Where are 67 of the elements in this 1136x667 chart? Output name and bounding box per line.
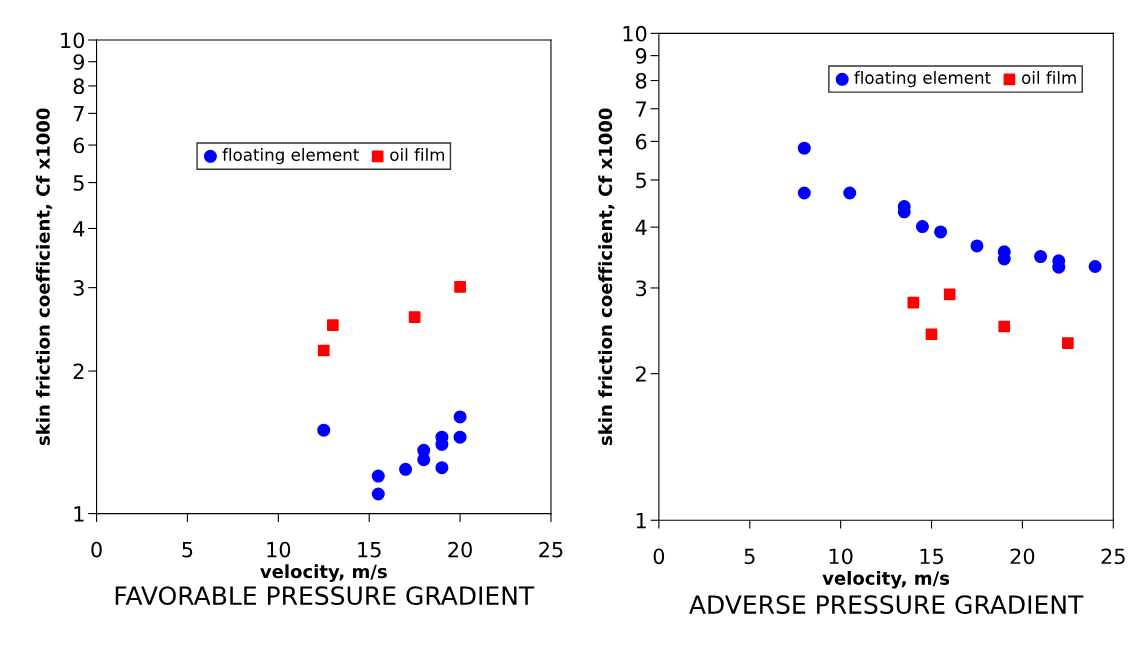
x-tick-label: 15: [358, 542, 381, 558]
legend-label: oil film: [390, 148, 445, 161]
point: [907, 296, 920, 309]
point: [1034, 250, 1048, 264]
y-tick-label: 4: [73, 221, 85, 237]
point: [454, 281, 466, 293]
y-tick-label: 3: [636, 280, 647, 297]
x-tick-label: 10: [267, 541, 291, 558]
x-tick-label: 20: [1010, 548, 1035, 565]
y-tick-label: 5: [73, 175, 84, 191]
y-axis-title: skin friction coefficient, Cf x1000: [35, 108, 53, 446]
point: [915, 220, 929, 234]
point: [925, 328, 938, 341]
x-tick-label: 10: [829, 548, 853, 565]
y-tick-label: 5: [636, 172, 646, 189]
point: [317, 344, 330, 357]
x-axis-title: velocity, m/s: [822, 570, 950, 589]
x-tick-label: 25: [539, 541, 563, 558]
y-tick-label: 10: [61, 32, 85, 49]
y-tick-label: 2: [73, 363, 84, 379]
y-tick-label: 3: [73, 280, 84, 296]
y-tick-label: 2: [636, 366, 646, 382]
y-tick-label: 4: [635, 219, 647, 236]
y-tick-label: 6: [73, 137, 85, 154]
point: [1088, 260, 1102, 274]
point: [317, 423, 331, 437]
point: [435, 461, 449, 475]
x-tick-label: 0: [653, 548, 665, 565]
y-tick-label: 8: [73, 78, 85, 95]
legend-label: floating element: [222, 148, 359, 165]
point: [453, 430, 467, 444]
point: [934, 225, 948, 239]
text: FAVORABLE PRESSURE GRADIENT: [115, 586, 535, 606]
point: [399, 462, 413, 476]
point: [371, 487, 385, 501]
point: [417, 453, 431, 467]
x-tick-label: 5: [182, 542, 193, 558]
x-tick-label: 25: [1101, 548, 1125, 565]
point: [327, 319, 339, 331]
x-tick-label: 20: [448, 541, 472, 558]
point: [797, 141, 811, 155]
point: [970, 239, 984, 253]
point: [408, 311, 421, 323]
y-tick-label: 9: [635, 48, 647, 64]
point: [453, 410, 467, 424]
y-tick-label: 9: [73, 54, 84, 70]
y-tick-label: 10: [623, 25, 647, 42]
x-tick-label: 5: [744, 548, 755, 565]
point: [843, 186, 857, 200]
text: ADVERSE PRESSURE GRADIENT: [689, 595, 1084, 615]
y-tick-label: 1: [636, 512, 646, 529]
legend-label: floating element: [854, 71, 991, 88]
y-tick-label: 7: [73, 106, 84, 122]
x-tick-label: 15: [920, 548, 943, 565]
point: [797, 186, 811, 200]
y-tick-label: 6: [635, 133, 647, 150]
x-axis-title: velocity, m/s: [260, 564, 387, 582]
point: [1061, 337, 1074, 350]
point: [998, 320, 1011, 333]
y-axis-title: skin friction coefficient, Cf x1000: [598, 108, 615, 446]
y-tick-label: 1: [74, 506, 84, 522]
y-tick-label: 7: [636, 101, 646, 117]
legend-label: oil film: [1022, 71, 1076, 84]
point: [371, 469, 385, 483]
x-tick-label: 0: [91, 541, 102, 558]
point: [943, 288, 956, 301]
y-tick-label: 8: [635, 72, 647, 89]
